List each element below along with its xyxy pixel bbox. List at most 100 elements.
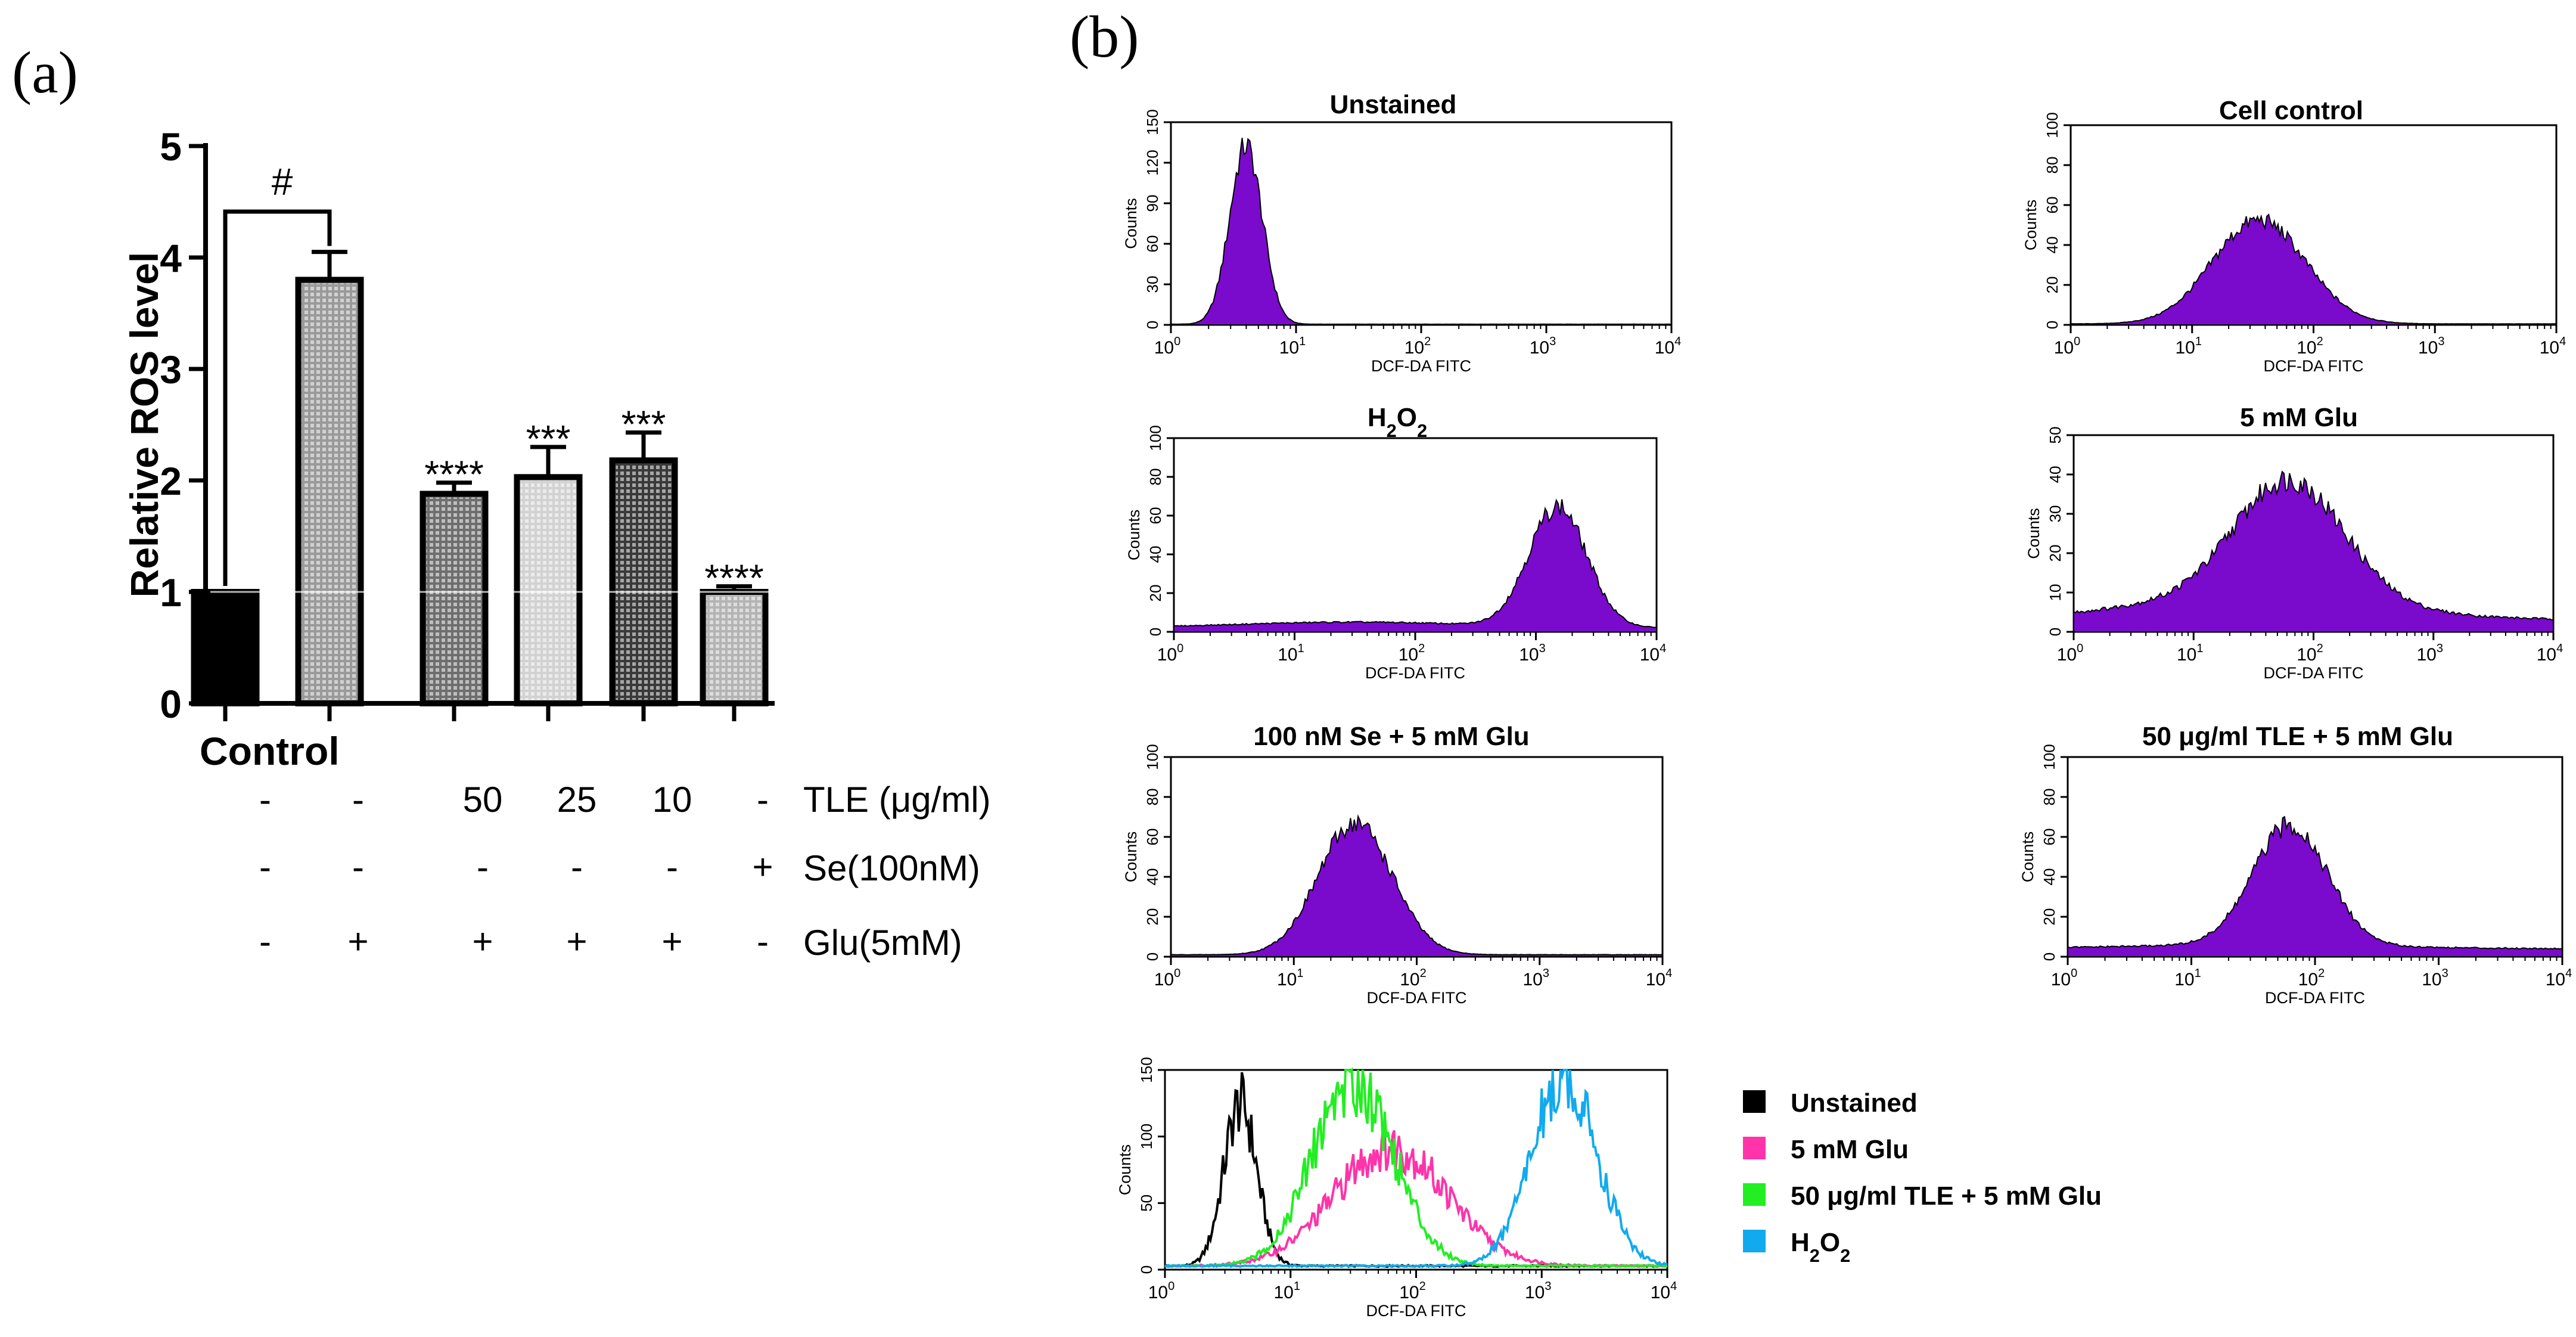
y-tick-label: 0 [1143, 953, 1161, 961]
treatment-cell: + [752, 847, 773, 887]
y-axis-title: Counts [1125, 510, 1143, 561]
legend-label: 5 mM Glu [1791, 1135, 1909, 1164]
x-tick-label: 104 [2537, 642, 2563, 665]
histogram-title: 5 mM Glu [2240, 403, 2358, 432]
treatment-row-label: Glu(5mM) [803, 923, 962, 963]
significance-label: *** [526, 417, 571, 460]
x-tick-label: 103 [1519, 642, 1546, 665]
x-tick-label: 104 [2540, 335, 2566, 358]
histogram-title: Cell control [2219, 96, 2363, 125]
x-tick-label: 102 [1400, 967, 1427, 989]
y-tick-label: 100 [2043, 112, 2061, 138]
histogram-title: H2O2 [1368, 403, 1427, 441]
y-axis-title: Counts [2025, 508, 2043, 559]
x-axis-title: DCF-DA FITC [2264, 357, 2364, 375]
y-tick-label: 10 [2046, 584, 2064, 601]
x-tick-label: 102 [1404, 335, 1431, 358]
bar-texture [706, 595, 762, 700]
panel-b-label: (b) [1070, 4, 1139, 70]
histogram-title: 100 nM Se + 5 mM Glu [1253, 722, 1529, 751]
y-tick-label: 3 [160, 348, 182, 392]
legend-label: 50 μg/ml TLE + 5 mM Glu [1791, 1181, 2102, 1211]
treatment-cell: - [757, 922, 769, 961]
significance-label: **** [424, 453, 484, 496]
comparison-symbol: # [272, 160, 293, 203]
y-tick-label: 40 [2046, 466, 2064, 483]
y-tick-label: 40 [2040, 868, 2058, 886]
legend-swatch [1743, 1183, 1766, 1206]
x-tick-label: 100 [2057, 642, 2084, 665]
treatment-row-label: Se(100nM) [803, 848, 980, 888]
histogram-fill [1170, 814, 1663, 957]
treatment-cell: + [661, 922, 682, 961]
histogram-title: Unstained [1330, 90, 1457, 119]
x-tick-label: 100 [1148, 1280, 1175, 1302]
y-tick-label: 80 [2043, 157, 2061, 174]
bar [191, 589, 260, 706]
y-tick-label: 100 [1138, 1124, 1155, 1149]
overlay-series-line [1164, 1069, 1668, 1268]
x-axis-title: DCF-DA FITC [1371, 357, 1471, 375]
x-tick-label: 102 [1399, 642, 1425, 665]
legend-swatch [1743, 1137, 1766, 1159]
y-tick-label: 40 [1143, 868, 1161, 886]
y-axis-title: Counts [2022, 200, 2040, 251]
x-tick-label: 103 [1525, 1280, 1552, 1302]
treatment-cell: - [259, 922, 271, 961]
treatment-cell: 25 [557, 780, 597, 820]
x-tick-label: 101 [1277, 967, 1304, 989]
histogram-fill [2067, 815, 2563, 957]
y-tick-label: 100 [2040, 744, 2058, 770]
x-tick-label: 104 [1646, 967, 1673, 989]
y-tick-label: 20 [2043, 277, 2061, 294]
x-tick-label: 102 [2297, 642, 2323, 665]
x-tick-label: 104 [2546, 967, 2572, 989]
x-tick-label: 100 [1157, 642, 1184, 665]
y-tick-label: 100 [1146, 425, 1164, 451]
treatment-cell: - [477, 847, 489, 887]
x-tick-label: 100 [2054, 335, 2081, 358]
treatment-cell: + [472, 922, 493, 961]
treatment-cell: + [566, 922, 587, 961]
y-tick-label: 90 [1143, 195, 1161, 212]
y-tick-label: 50 [1138, 1195, 1155, 1212]
x-axis-title: DCF-DA FITC [1365, 664, 1465, 682]
y-tick-label: 150 [1143, 109, 1161, 135]
y-tick-label: 80 [1146, 469, 1164, 486]
x-tick-label: 100 [1154, 967, 1181, 989]
x-tick-label: 101 [1274, 1280, 1301, 1302]
x-axis-title: DCF-DA FITC [2265, 989, 2365, 1007]
y-tick-label: 0 [1143, 321, 1161, 329]
x-tick-label: 101 [2176, 335, 2202, 358]
treatment-cell: - [757, 780, 769, 820]
x-tick-label: 100 [1154, 335, 1181, 358]
y-tick-label: 0 [2046, 628, 2064, 636]
y-tick-label: 5 [160, 125, 182, 169]
y-tick-label: 100 [1143, 744, 1161, 770]
y-tick-label: 20 [1143, 908, 1161, 926]
x-tick-label: 101 [2174, 967, 2201, 989]
legend-label: Unstained [1791, 1088, 1918, 1118]
y-tick-label: 0 [1146, 628, 1164, 636]
x-tick-label: 103 [2422, 967, 2448, 989]
histogram-fill [1173, 498, 1657, 632]
bar-texture [426, 497, 482, 700]
y-tick-label: 60 [1143, 829, 1161, 846]
x-tick-label: 101 [1278, 642, 1304, 665]
x-axis-title: DCF-DA FITC [2264, 664, 2364, 682]
treatment-cell: - [352, 780, 364, 820]
y-tick-label: 120 [1143, 150, 1161, 175]
histogram-title: 50 μg/ml TLE + 5 mM Glu [2142, 722, 2453, 751]
comparison-bracket [223, 209, 332, 586]
y-axis-title: Counts [2019, 832, 2037, 883]
control-label: Control [200, 729, 340, 773]
y-tick-label: 60 [1143, 235, 1161, 253]
y-tick-label: 20 [2046, 545, 2064, 562]
legend-swatch [1743, 1090, 1766, 1113]
y-tick-label: 60 [1146, 507, 1164, 525]
x-tick-label: 101 [1279, 335, 1306, 358]
treatment-cell: - [259, 780, 271, 820]
treatment-cell: - [571, 847, 583, 887]
